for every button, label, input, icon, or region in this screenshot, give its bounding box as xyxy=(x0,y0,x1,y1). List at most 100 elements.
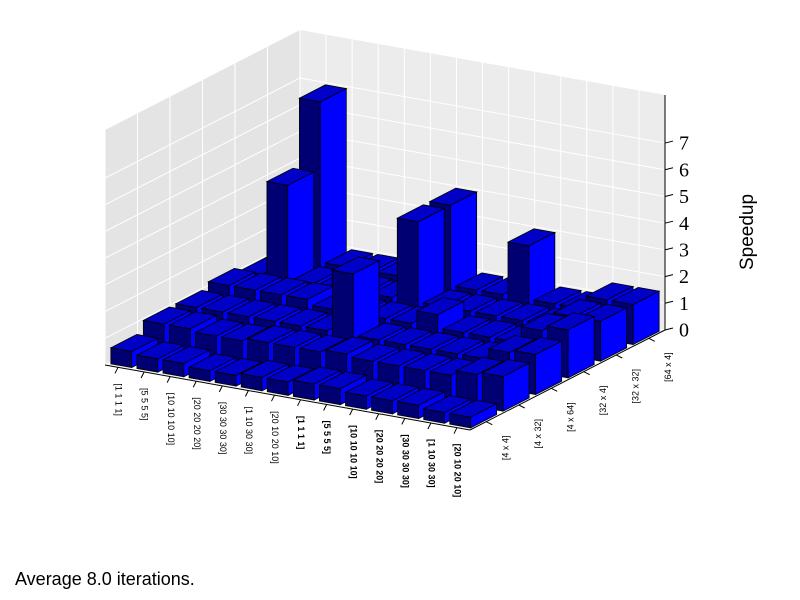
z-tick xyxy=(664,167,674,171)
x-tick-label: [1 10 30 30] xyxy=(427,439,437,488)
x-tick xyxy=(218,385,223,393)
y-tick xyxy=(551,387,558,392)
z-tick-label: 4 xyxy=(679,213,689,235)
bar xyxy=(265,167,316,307)
bar-top xyxy=(109,334,159,352)
z-tick xyxy=(664,140,674,144)
bar-top xyxy=(220,323,270,342)
bar-top xyxy=(331,256,381,275)
z-tick-label: 3 xyxy=(679,239,689,261)
x-tick-label: [20 20 20 20] xyxy=(192,397,202,450)
x-tick-label: [10 10 10 10] xyxy=(348,425,358,479)
bar-top xyxy=(396,387,446,406)
bar-top xyxy=(422,395,472,413)
bar-top xyxy=(454,272,504,291)
x-tick-label: [1 10 30 30] xyxy=(244,407,254,455)
y-tick-label: [4 x 64] xyxy=(566,402,576,432)
bar-top xyxy=(611,287,661,305)
bar-top xyxy=(324,249,374,268)
bar-top xyxy=(506,228,557,247)
z-tick-label: 2 xyxy=(679,266,689,288)
x-tick xyxy=(349,408,354,416)
bar-top xyxy=(142,306,192,325)
z-tick xyxy=(664,247,674,251)
bar-top xyxy=(298,84,348,103)
x-tick xyxy=(140,371,145,379)
bar xyxy=(481,359,531,412)
bar-top xyxy=(376,348,427,367)
bar-top xyxy=(174,290,224,308)
y-tick xyxy=(486,421,493,426)
bar xyxy=(513,337,563,396)
bar-top xyxy=(487,335,537,353)
x-tick-label: [20 10 20 10] xyxy=(453,444,463,498)
bar-top xyxy=(584,282,635,301)
bar-top xyxy=(168,311,218,330)
bar-top xyxy=(200,294,251,313)
y-axis xyxy=(469,329,666,431)
bar-top xyxy=(324,336,374,355)
z-tick-label: 0 xyxy=(679,320,689,342)
x-tick xyxy=(244,390,249,397)
bar-top xyxy=(194,318,244,337)
grid-line xyxy=(104,77,666,179)
bar-top xyxy=(500,303,550,321)
bar-top xyxy=(266,364,316,383)
bar-top xyxy=(546,312,596,331)
x-tick xyxy=(271,394,275,402)
bar-top xyxy=(415,297,466,316)
bar-top xyxy=(272,329,322,348)
bar-top xyxy=(344,378,394,397)
x-tick xyxy=(401,418,406,425)
bar-top xyxy=(441,315,492,334)
bar xyxy=(448,399,498,429)
bar-top xyxy=(454,357,505,375)
bar-top xyxy=(292,366,342,385)
y-tick xyxy=(518,404,525,409)
y-tick xyxy=(583,371,590,376)
bar-top xyxy=(409,331,459,350)
bar-top xyxy=(187,353,238,372)
y-tick-label: [4 x 32] xyxy=(533,419,543,449)
bar-top xyxy=(207,268,257,286)
z-tick xyxy=(664,193,674,197)
bar-top xyxy=(467,319,518,338)
y-tick-label: [4 x 4] xyxy=(501,436,511,461)
x-tick-label: [10 10 10 10] xyxy=(166,393,176,446)
bar-top xyxy=(474,298,524,317)
bar-top xyxy=(265,167,316,186)
x-tick-label: [20 10 20 10] xyxy=(270,411,280,464)
z-tick-label: 1 xyxy=(679,293,689,315)
bar-top xyxy=(213,357,264,376)
bar-top xyxy=(233,272,283,291)
x-tick-label: [1 1 1 1] xyxy=(296,416,306,450)
bar-top xyxy=(278,308,329,327)
x-tick xyxy=(192,381,197,388)
bar xyxy=(396,204,446,330)
z-tick xyxy=(664,327,674,331)
bar-top xyxy=(383,327,433,346)
bar-top xyxy=(318,371,368,390)
bar-top xyxy=(239,359,290,378)
x-tick xyxy=(453,427,458,434)
z-tick-label: 7 xyxy=(679,133,689,155)
x-tick-label: [30 30 30 30] xyxy=(400,434,410,488)
bar-top xyxy=(246,325,296,344)
y-tick xyxy=(616,354,623,359)
z-tick-label: 6 xyxy=(679,159,689,181)
z-tick xyxy=(664,274,674,278)
x-tick xyxy=(166,376,171,383)
x-tick xyxy=(323,404,328,411)
y-tick-label: [32 x 4] xyxy=(598,386,608,416)
y-tick-label: [32 x 32] xyxy=(631,369,641,404)
z-tick-label: 5 xyxy=(679,186,689,208)
y-tick xyxy=(648,337,655,342)
x-tick-label: [1 1 1 1] xyxy=(114,383,124,416)
bar-top xyxy=(513,337,563,355)
bar-top xyxy=(357,322,407,341)
bar-top xyxy=(435,336,485,355)
bar-top xyxy=(481,359,531,377)
bar xyxy=(546,312,596,379)
x-tick xyxy=(114,367,119,374)
